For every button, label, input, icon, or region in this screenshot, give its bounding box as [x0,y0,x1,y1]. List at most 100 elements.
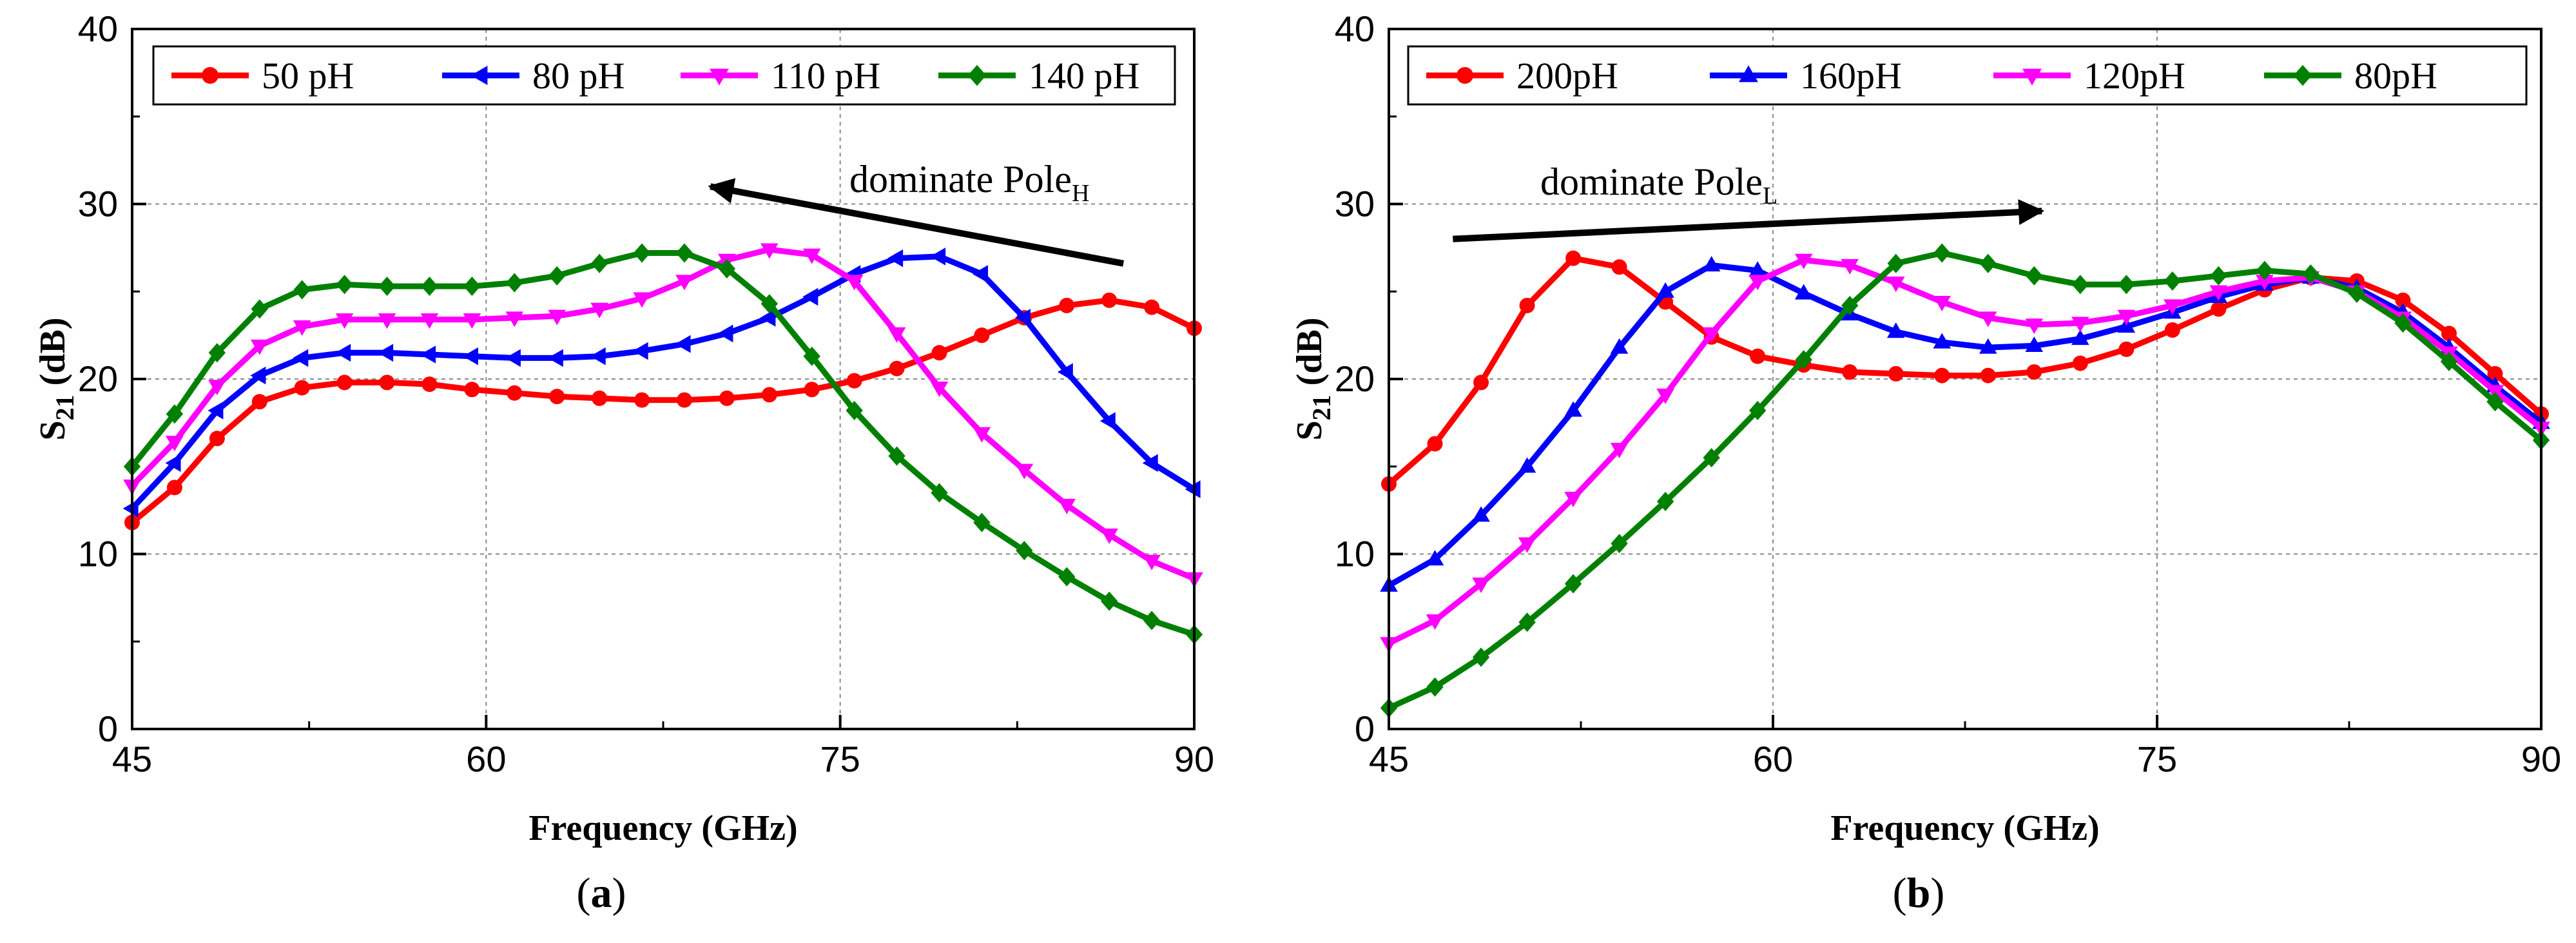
panel-b-caption: (b) [1892,870,1945,917]
data-point [2302,264,2319,284]
data-point [1472,578,1490,594]
y-tick-label: 10 [1335,534,1375,574]
data-point [1518,457,1536,473]
data-point [2026,364,2042,380]
annotation-arrow [1453,199,2045,242]
data-point [1518,537,1536,553]
legend-item: 120pH [1993,55,2185,97]
y-tick-label: 10 [78,534,118,574]
data-point [1703,448,1720,468]
data-point [1564,492,1582,508]
data-point [2164,322,2180,338]
data-point [1518,612,1536,632]
data-point [1564,574,1582,594]
data-point [335,313,354,329]
data-point [1842,364,1858,380]
data-point [2071,316,2089,333]
data-point [293,320,311,336]
legend-label: 160pH [1800,55,1902,97]
data-point [1473,374,1489,391]
data-point [2210,266,2227,286]
legend-swatch-marker [1739,65,1758,83]
data-point [507,385,523,401]
data-point [336,275,353,295]
data-point [463,277,481,297]
annotation-text: dominate Pole [1540,160,1763,203]
data-point [846,400,863,420]
data-point [1841,258,1859,275]
data-point [549,389,565,405]
data-point [1099,412,1116,430]
legend-label: 110 pH [771,55,880,97]
y-axis-title-suffix: (dB) [33,318,73,395]
y-tick-label: 20 [78,358,118,399]
data-point [590,253,608,273]
data-point [1426,550,1444,566]
data-point [846,373,862,389]
chart-panel-a: dominate PoleH 45 60 75 90 0 10 20 30 40 Frequency… [33,8,1214,848]
data-point [1933,243,1951,263]
data-point [2395,292,2411,308]
data-point [462,347,478,365]
y-tick-label: 30 [78,184,118,224]
data-point [1748,275,1767,291]
y-tick-label: 0 [1355,708,1375,749]
data-point [548,309,566,326]
data-point [421,376,438,393]
data-point [803,346,820,366]
y-axis-title-main: S [1290,420,1330,440]
data-point [208,402,224,420]
data-point [930,381,949,397]
annotation-subscript: H [1072,180,1089,207]
legend-swatch-marker [202,67,218,84]
data-point [760,309,776,327]
annotation-arrow [708,178,1125,267]
x-axis-title: Frequency (GHz) [528,808,797,848]
y-tick-label: 0 [98,708,118,749]
data-point [1979,311,1997,327]
legend-item: 140 pH [938,55,1139,97]
data-point [889,360,905,376]
legend-item: 110 pH [681,55,880,97]
data-point [974,327,990,344]
data-point [1748,261,1767,277]
legend-label: 50 pH [262,55,354,97]
data-point [1656,282,1674,298]
legend-item: 50 pH [171,55,354,97]
legend-item: 80 pH [442,55,625,97]
data-point [420,313,439,329]
data-point [2025,336,2044,353]
data-point [2440,351,2458,371]
data-point [1794,253,1813,269]
x-tick-label: 60 [466,739,506,779]
annotation-label: dominate PoleL [1540,160,1777,209]
plot-area [132,29,1194,729]
data-point [1887,253,1904,273]
data-point [548,266,566,286]
legend-swatch-marker [1457,67,1473,84]
data-point [802,248,821,264]
data-point [2256,260,2274,280]
data-point [1144,299,1160,315]
data-point [632,342,648,360]
data-point [1794,284,1813,300]
data-point [1564,401,1582,417]
data-point [378,277,396,297]
y-tick-label: 20 [1335,358,1375,399]
data-point [1748,400,1767,420]
data-point [1610,338,1629,354]
data-point [1979,338,1997,354]
data-point [675,243,693,263]
y-axis-title-sub: 21 [50,394,79,420]
x-axis-title: Frequency (GHz) [1830,808,2099,848]
x-tick-label: 75 [820,739,860,779]
data-point [506,273,523,293]
data-point [2026,266,2043,286]
annotation-text: dominate Pole [849,158,1072,200]
x-tick-label: 90 [1174,739,1214,779]
data-point [1426,614,1444,630]
data-point [2394,313,2412,333]
legend-swatch-marker [967,64,987,86]
data-point [1519,297,1535,313]
data-point [209,431,225,447]
